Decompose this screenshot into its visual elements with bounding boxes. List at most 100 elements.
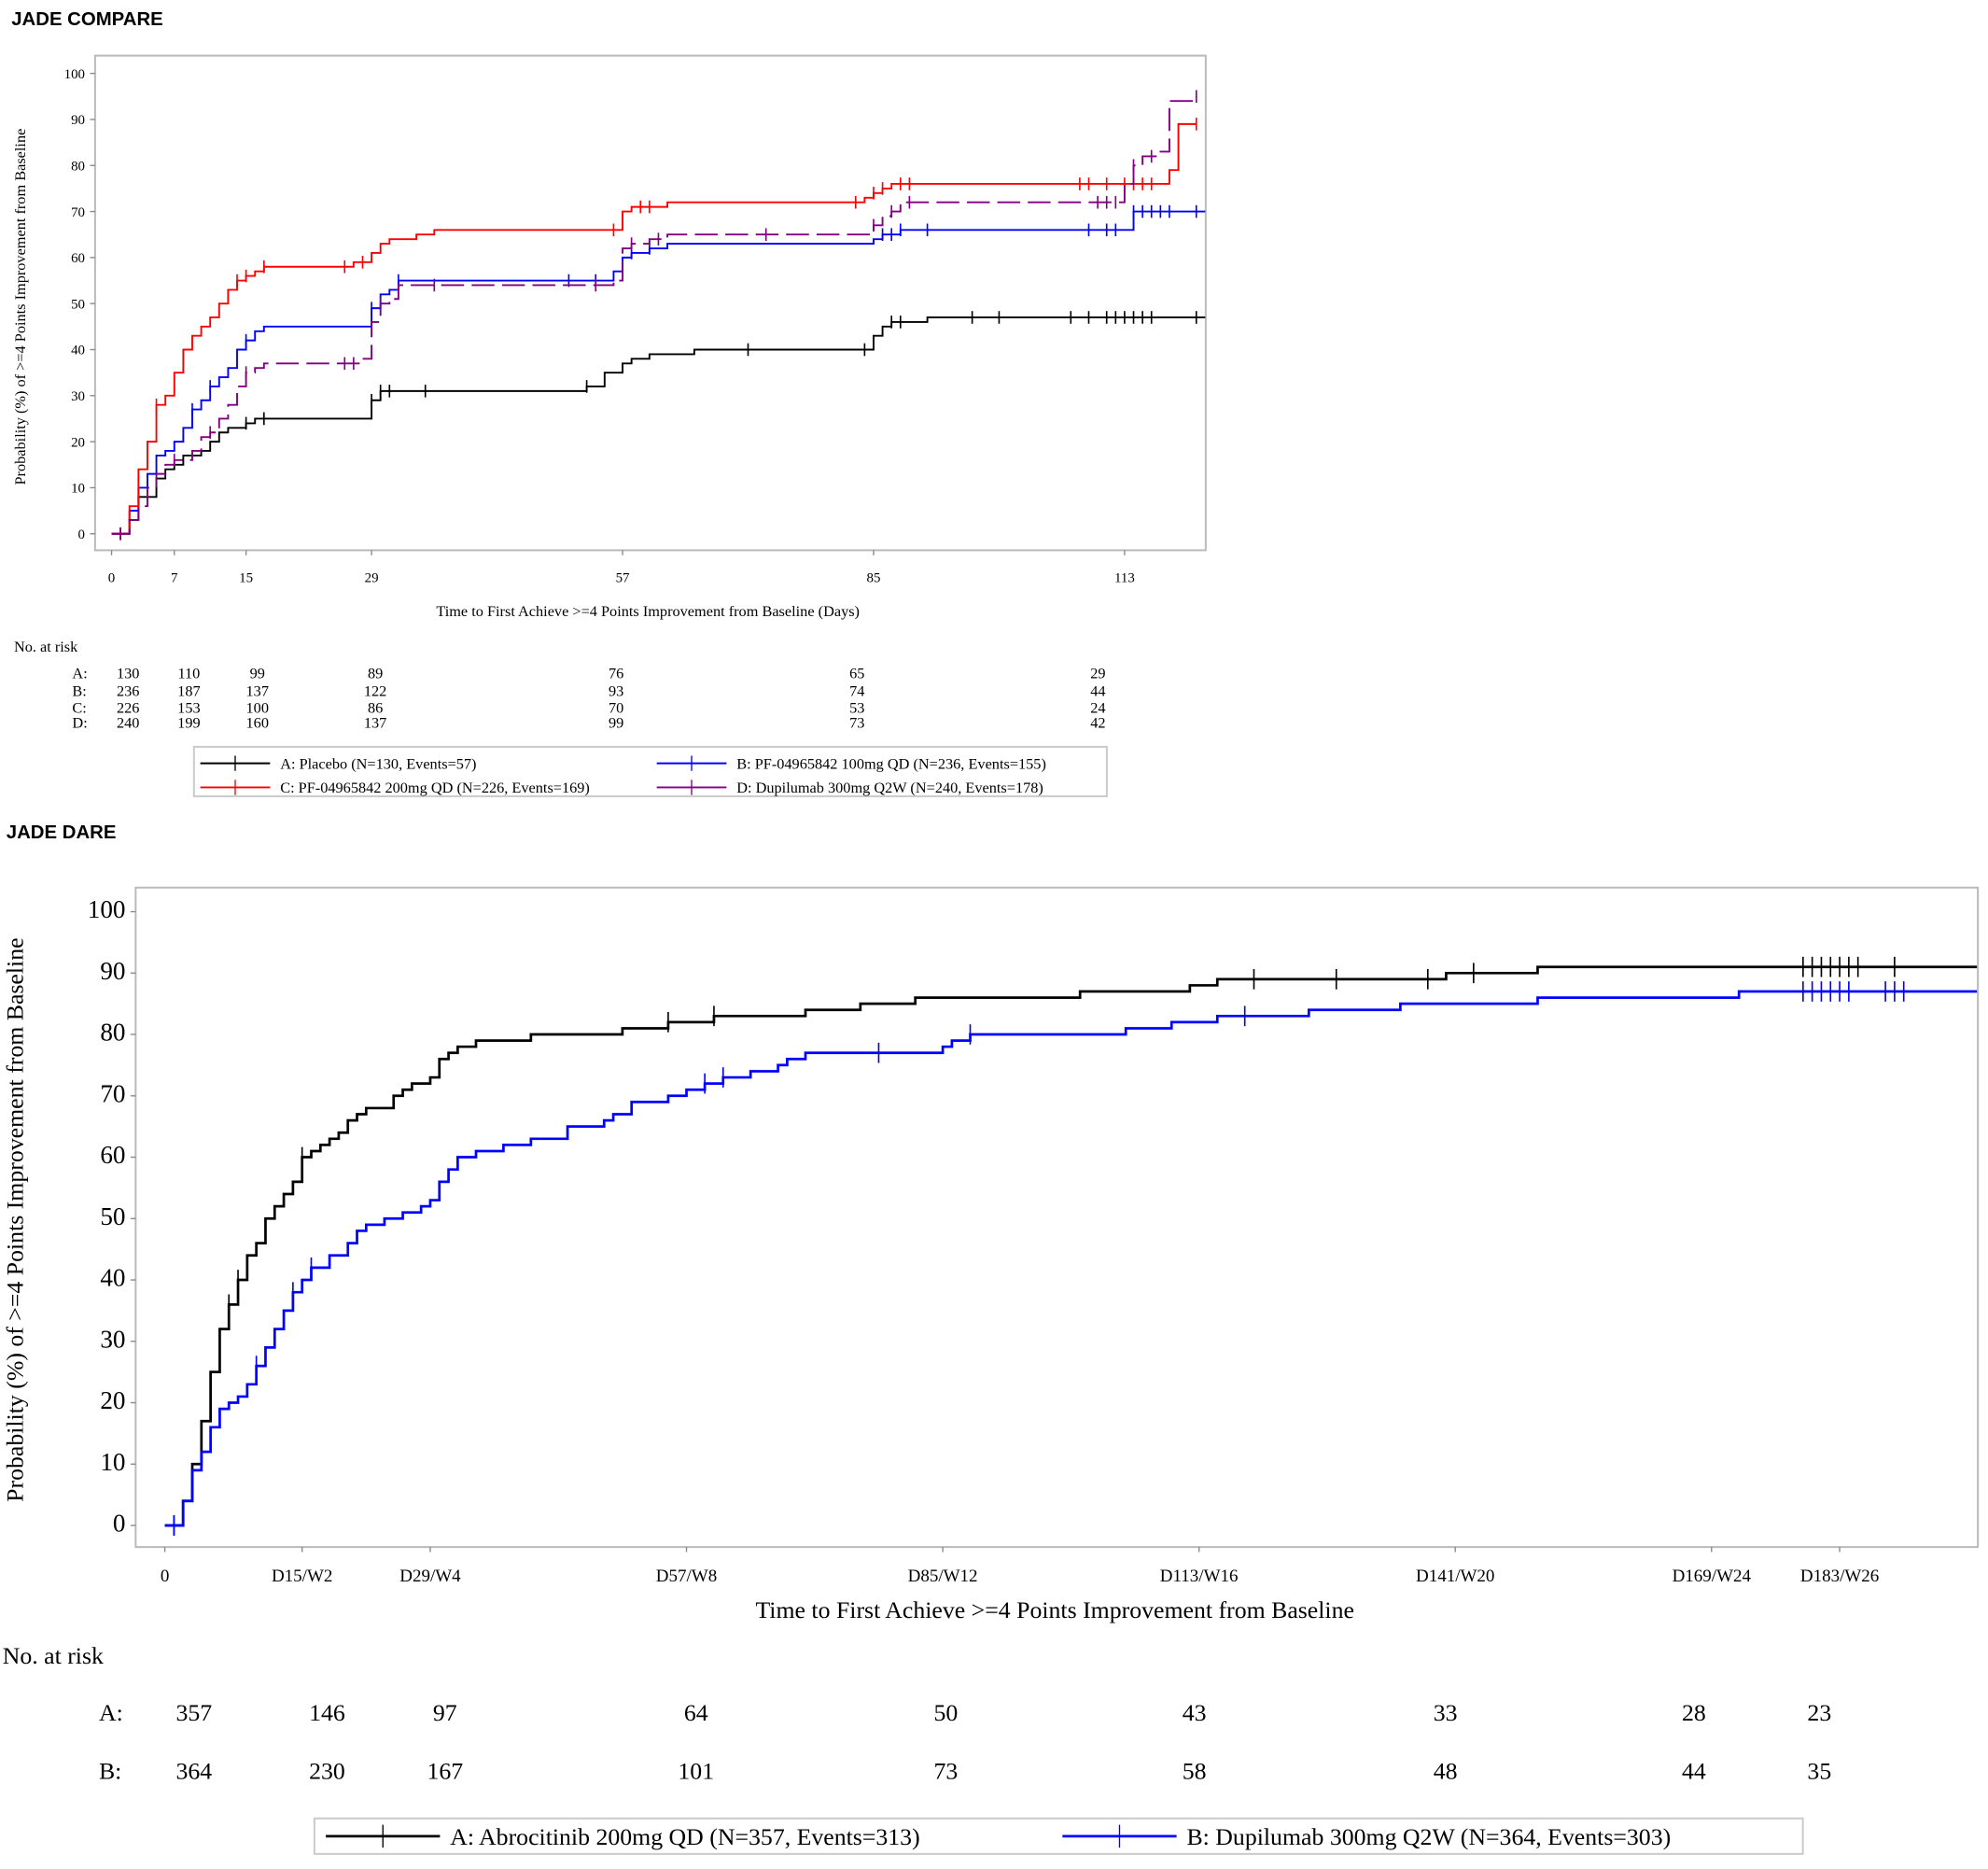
at-risk-group: A: (99, 1699, 123, 1726)
at-risk-value: 33 (1434, 1699, 1458, 1726)
x-tick-label: D57/W8 (656, 1567, 717, 1586)
y-tick-label: 0 (113, 1510, 126, 1538)
x-axis-label: Time to First Achieve >=4 Points Improve… (755, 1596, 1353, 1623)
x-tick-label: 29 (365, 570, 379, 585)
y-tick-label: 50 (71, 297, 85, 312)
x-axis-label: Time to First Achieve >=4 Points Improve… (436, 602, 860, 620)
km-curve-series-c (111, 122, 1197, 535)
at-risk-group: B: (72, 682, 86, 700)
at-risk-value: 53 (849, 698, 864, 716)
at-risk-value: 167 (427, 1758, 463, 1785)
at-risk-value: 86 (368, 698, 383, 716)
at-risk-value: 65 (849, 665, 864, 682)
at-risk-value: 160 (246, 714, 269, 732)
at-risk-value: 100 (246, 698, 269, 716)
at-risk-value: 28 (1682, 1699, 1706, 1726)
x-tick-label: 113 (1114, 570, 1135, 585)
y-tick-label: 10 (100, 1448, 125, 1476)
x-tick-label: D15/W2 (272, 1567, 332, 1586)
at-risk-value: 130 (117, 665, 139, 682)
km-curve-series-a (111, 316, 1206, 535)
at-risk-value: 199 (177, 714, 200, 732)
legend-item: A: Abrocitinib 200mg QD (N=357, Events=3… (326, 1823, 920, 1850)
at-risk-value: 50 (933, 1699, 958, 1726)
y-tick-label: 0 (78, 527, 85, 542)
y-tick-label: 100 (64, 67, 85, 82)
y-tick-label: 40 (100, 1264, 125, 1292)
legend-item: B: PF-04965842 100mg QD (N=236, Events=1… (656, 754, 1046, 772)
legend-label: B: Dupilumab 300mg Q2W (N=364, Events=30… (1186, 1823, 1671, 1850)
legend: A: Abrocitinib 200mg QD (N=357, Events=3… (313, 1817, 1804, 1855)
y-tick-label: 50 (100, 1202, 125, 1230)
km-curve-series-d (111, 96, 1197, 535)
at-risk-value: 240 (117, 714, 139, 732)
y-tick-label: 20 (71, 435, 85, 450)
y-axis-label: Probability (%) of >=4 Points Improvemen… (1, 937, 28, 1501)
legend-frame (192, 745, 1108, 797)
y-tick-label: 60 (100, 1141, 125, 1169)
legend-label: A: Placebo (N=130, Events=57) (280, 754, 476, 772)
x-tick-label: 85 (867, 570, 881, 585)
at-risk-value: 110 (177, 665, 200, 682)
y-axis-label: Probability (%) of >=4 Points Improvemen… (11, 129, 29, 485)
at-risk-value: 73 (933, 1758, 958, 1785)
at-risk-group: C: (72, 698, 86, 716)
legend-label: A: Abrocitinib 200mg QD (N=357, Events=3… (450, 1823, 919, 1850)
x-tick-label: D183/W26 (1800, 1567, 1879, 1586)
x-tick-label: 0 (108, 570, 115, 585)
legend-label: B: PF-04965842 100mg QD (N=236, Events=1… (736, 754, 1046, 772)
y-tick-label: 70 (71, 205, 85, 220)
at-risk-label: No. at risk (3, 1642, 104, 1669)
at-risk-value: 226 (117, 698, 139, 716)
jade-compare-chart: 0 10 20 30 40 50 60 70 80 90 100 0 7 15 29 57 85 113 Time … (11, 54, 1207, 797)
at-risk-value: 99 (250, 665, 265, 682)
at-risk-label: No. at risk (14, 638, 78, 655)
legend-item: A: Placebo (N=130, Events=57) (200, 754, 477, 772)
y-tick-label: 20 (100, 1386, 125, 1414)
x-tick-label: 15 (239, 570, 253, 585)
at-risk-value: 24 (1090, 698, 1105, 716)
at-risk-value: 357 (175, 1699, 212, 1726)
plot-frame (134, 886, 1980, 1549)
at-risk-value: 99 (609, 714, 623, 732)
at-risk-value: 93 (609, 682, 623, 700)
at-risk-group: A: (72, 665, 87, 682)
at-risk-value: 74 (849, 682, 864, 700)
at-risk-value: 29 (1090, 665, 1105, 682)
at-risk-value: 137 (246, 682, 269, 700)
at-risk-group: D: (72, 714, 87, 732)
at-risk-value: 137 (364, 714, 386, 732)
at-risk-value: 187 (177, 682, 200, 700)
chart-heading-jade-dare: JADE DARE (7, 822, 117, 843)
at-risk-value: 58 (1183, 1758, 1207, 1785)
at-risk-group: B: (99, 1758, 121, 1785)
x-tick-label: D113/W16 (1160, 1567, 1239, 1586)
y-tick-label: 80 (71, 159, 85, 174)
legend-label: D: Dupilumab 300mg Q2W (N=240, Events=17… (736, 779, 1043, 796)
at-risk-value: 97 (433, 1699, 457, 1726)
at-risk-value: 44 (1090, 682, 1105, 700)
at-risk-value: 73 (849, 714, 864, 732)
y-tick-label: 60 (71, 251, 85, 266)
y-tick-label: 40 (71, 344, 85, 358)
y-tick-label: 80 (100, 1019, 125, 1047)
at-risk-value: 76 (609, 665, 623, 682)
at-risk-value: 64 (684, 1699, 708, 1726)
km-curve-series-b (111, 210, 1206, 535)
at-risk-value: 364 (175, 1758, 212, 1785)
x-tick-label: D85/W12 (908, 1567, 978, 1586)
legend-item: D: Dupilumab 300mg Q2W (N=240, Events=17… (656, 779, 1043, 796)
at-risk-value: 42 (1090, 714, 1105, 732)
at-risk-value: 44 (1682, 1758, 1706, 1785)
at-risk-value: 89 (368, 665, 383, 682)
at-risk-value: 23 (1807, 1699, 1831, 1726)
x-tick-label: 0 (161, 1567, 169, 1586)
y-tick-label: 90 (71, 113, 85, 128)
y-tick-label: 90 (100, 957, 125, 985)
at-risk-value: 48 (1434, 1758, 1458, 1785)
chart-heading-jade-compare: JADE COMPARE (11, 9, 163, 30)
x-tick-label: 7 (171, 570, 178, 585)
x-tick-label: D169/W24 (1673, 1567, 1752, 1586)
y-tick-label: 100 (88, 895, 126, 923)
